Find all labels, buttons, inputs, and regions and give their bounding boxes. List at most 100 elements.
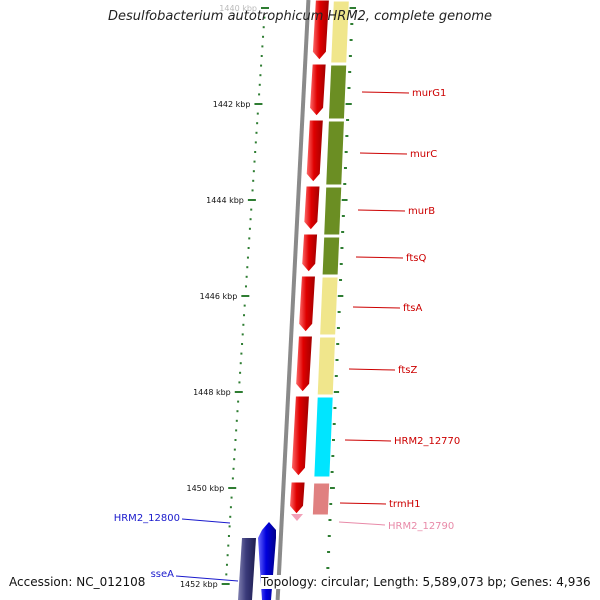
outer-track-tick (343, 167, 347, 169)
accession-text: Accession: NC_012108 (9, 575, 146, 589)
scale-minor-tick (241, 333, 244, 336)
scale-minor-tick (247, 247, 250, 249)
outer-track-tick (349, 39, 353, 41)
outer-track-tick (345, 135, 349, 137)
outer-track-tick (344, 103, 352, 105)
scale-minor-tick (248, 237, 251, 240)
scale-major-tick (221, 583, 230, 585)
scale-major-tick (247, 199, 256, 201)
leader-line-murG1 (361, 91, 410, 94)
scale-label-1446: 1446 kbp (200, 292, 238, 301)
scale-minor-tick (263, 16, 266, 19)
scale-minor-tick (227, 544, 230, 547)
scale-major-tick (228, 487, 237, 489)
scale-minor-tick (228, 525, 231, 528)
gene-fill-segment (313, 396, 334, 478)
gene-fill-segment (311, 482, 331, 516)
gene-label-HRM2_12770: HRM2_12770 (394, 436, 460, 447)
outer-track-tick (340, 247, 344, 249)
leader-line-sseA (175, 575, 239, 582)
scale-minor-tick (233, 448, 236, 451)
scale-minor-tick (262, 35, 265, 38)
scale-minor-tick (238, 381, 241, 384)
scale-minor-tick (245, 275, 248, 278)
scale-minor-tick (246, 256, 249, 259)
scale-minor-tick (243, 314, 246, 317)
gene-arrow-trmH1 (288, 481, 306, 515)
scale-label-1444: 1444 kbp (206, 196, 244, 205)
scale-major-tick (254, 103, 263, 105)
leader-line-HRM2_12770 (344, 439, 392, 442)
leader-line-ftsZ (348, 368, 396, 371)
outer-track-tick (335, 359, 339, 361)
outer-track-tick (336, 327, 340, 329)
gene-fill-segment (323, 186, 343, 236)
outer-track-tick (343, 183, 347, 185)
genome-backbone (275, 0, 311, 600)
outer-track-tick (350, 23, 354, 25)
outer-track-tick (336, 343, 340, 345)
gene-fill-segment (316, 336, 337, 396)
scale-label-1440: 1440 kbp (219, 4, 257, 13)
scale-minor-tick (255, 131, 258, 134)
outer-track-tick (332, 423, 336, 425)
scale-minor-tick (225, 573, 228, 576)
outer-track-tick (336, 295, 344, 297)
outer-track-tick (328, 519, 332, 521)
scale-label-1442: 1442 kbp (213, 100, 251, 109)
gene-fill-segment (321, 236, 341, 276)
gene-label-murC: murC (410, 149, 437, 160)
scale-label-1450: 1450 kbp (187, 484, 225, 493)
outer-track-tick (331, 439, 335, 441)
scale-minor-tick (234, 439, 237, 441)
gene-arrow-HRM2_12770 (295, 335, 313, 393)
scale-minor-tick (235, 429, 238, 432)
leader-line-trmH1 (339, 502, 387, 505)
gene-fill-segment (330, 0, 350, 64)
gene-label-HRM2_12800: HRM2_12800 (114, 513, 180, 524)
scale-minor-tick (258, 83, 261, 86)
scale-minor-tick (260, 64, 263, 67)
scale-major-tick (241, 295, 250, 297)
scale-minor-tick (253, 160, 256, 163)
gene-label-ftsQ: ftsQ (406, 253, 426, 264)
scale-minor-tick (258, 93, 261, 96)
scale-minor-tick (235, 419, 238, 422)
outer-track-tick (340, 199, 348, 201)
scale-minor-tick (262, 26, 265, 29)
scale-minor-tick (232, 467, 235, 470)
scale-minor-tick (259, 74, 262, 77)
scale-minor-tick (252, 179, 255, 182)
outer-track-tick (349, 7, 356, 9)
scale-minor-tick (242, 323, 245, 326)
scale-minor-tick (252, 170, 255, 173)
gene-arrow-HRM2_12790 (291, 514, 303, 521)
scale-minor-tick (239, 362, 242, 365)
gene-label-ftsA: ftsA (403, 303, 422, 314)
outer-track-tick (329, 503, 333, 505)
scale-major-tick (234, 391, 243, 393)
leader-line-ftsQ (355, 256, 404, 259)
leader-line-HRM2_12790 (338, 521, 386, 526)
gene-arrow-ftsQ (303, 185, 321, 231)
scale-minor-tick (239, 371, 242, 374)
outer-track-tick (337, 311, 341, 313)
scale-minor-tick (225, 563, 228, 566)
outer-track-tick (327, 551, 331, 553)
scale-minor-tick (249, 218, 252, 221)
outer-track-tick (327, 487, 335, 489)
gene-label-ftsZ: ftsZ (398, 365, 417, 376)
scale-minor-tick (229, 506, 232, 509)
gene-arrow-murB (305, 119, 324, 183)
scale-minor-tick (231, 477, 234, 480)
scale-minor-tick (261, 45, 264, 48)
outer-track-tick (348, 55, 352, 57)
scale-major-tick (261, 7, 269, 9)
gene-arrow-ftsZ (298, 275, 317, 333)
outer-track-tick (347, 87, 351, 89)
outer-track-tick (344, 151, 348, 153)
outer-track-tick (334, 375, 338, 377)
leader-line-murB (357, 209, 406, 212)
scale-minor-tick (236, 410, 239, 413)
